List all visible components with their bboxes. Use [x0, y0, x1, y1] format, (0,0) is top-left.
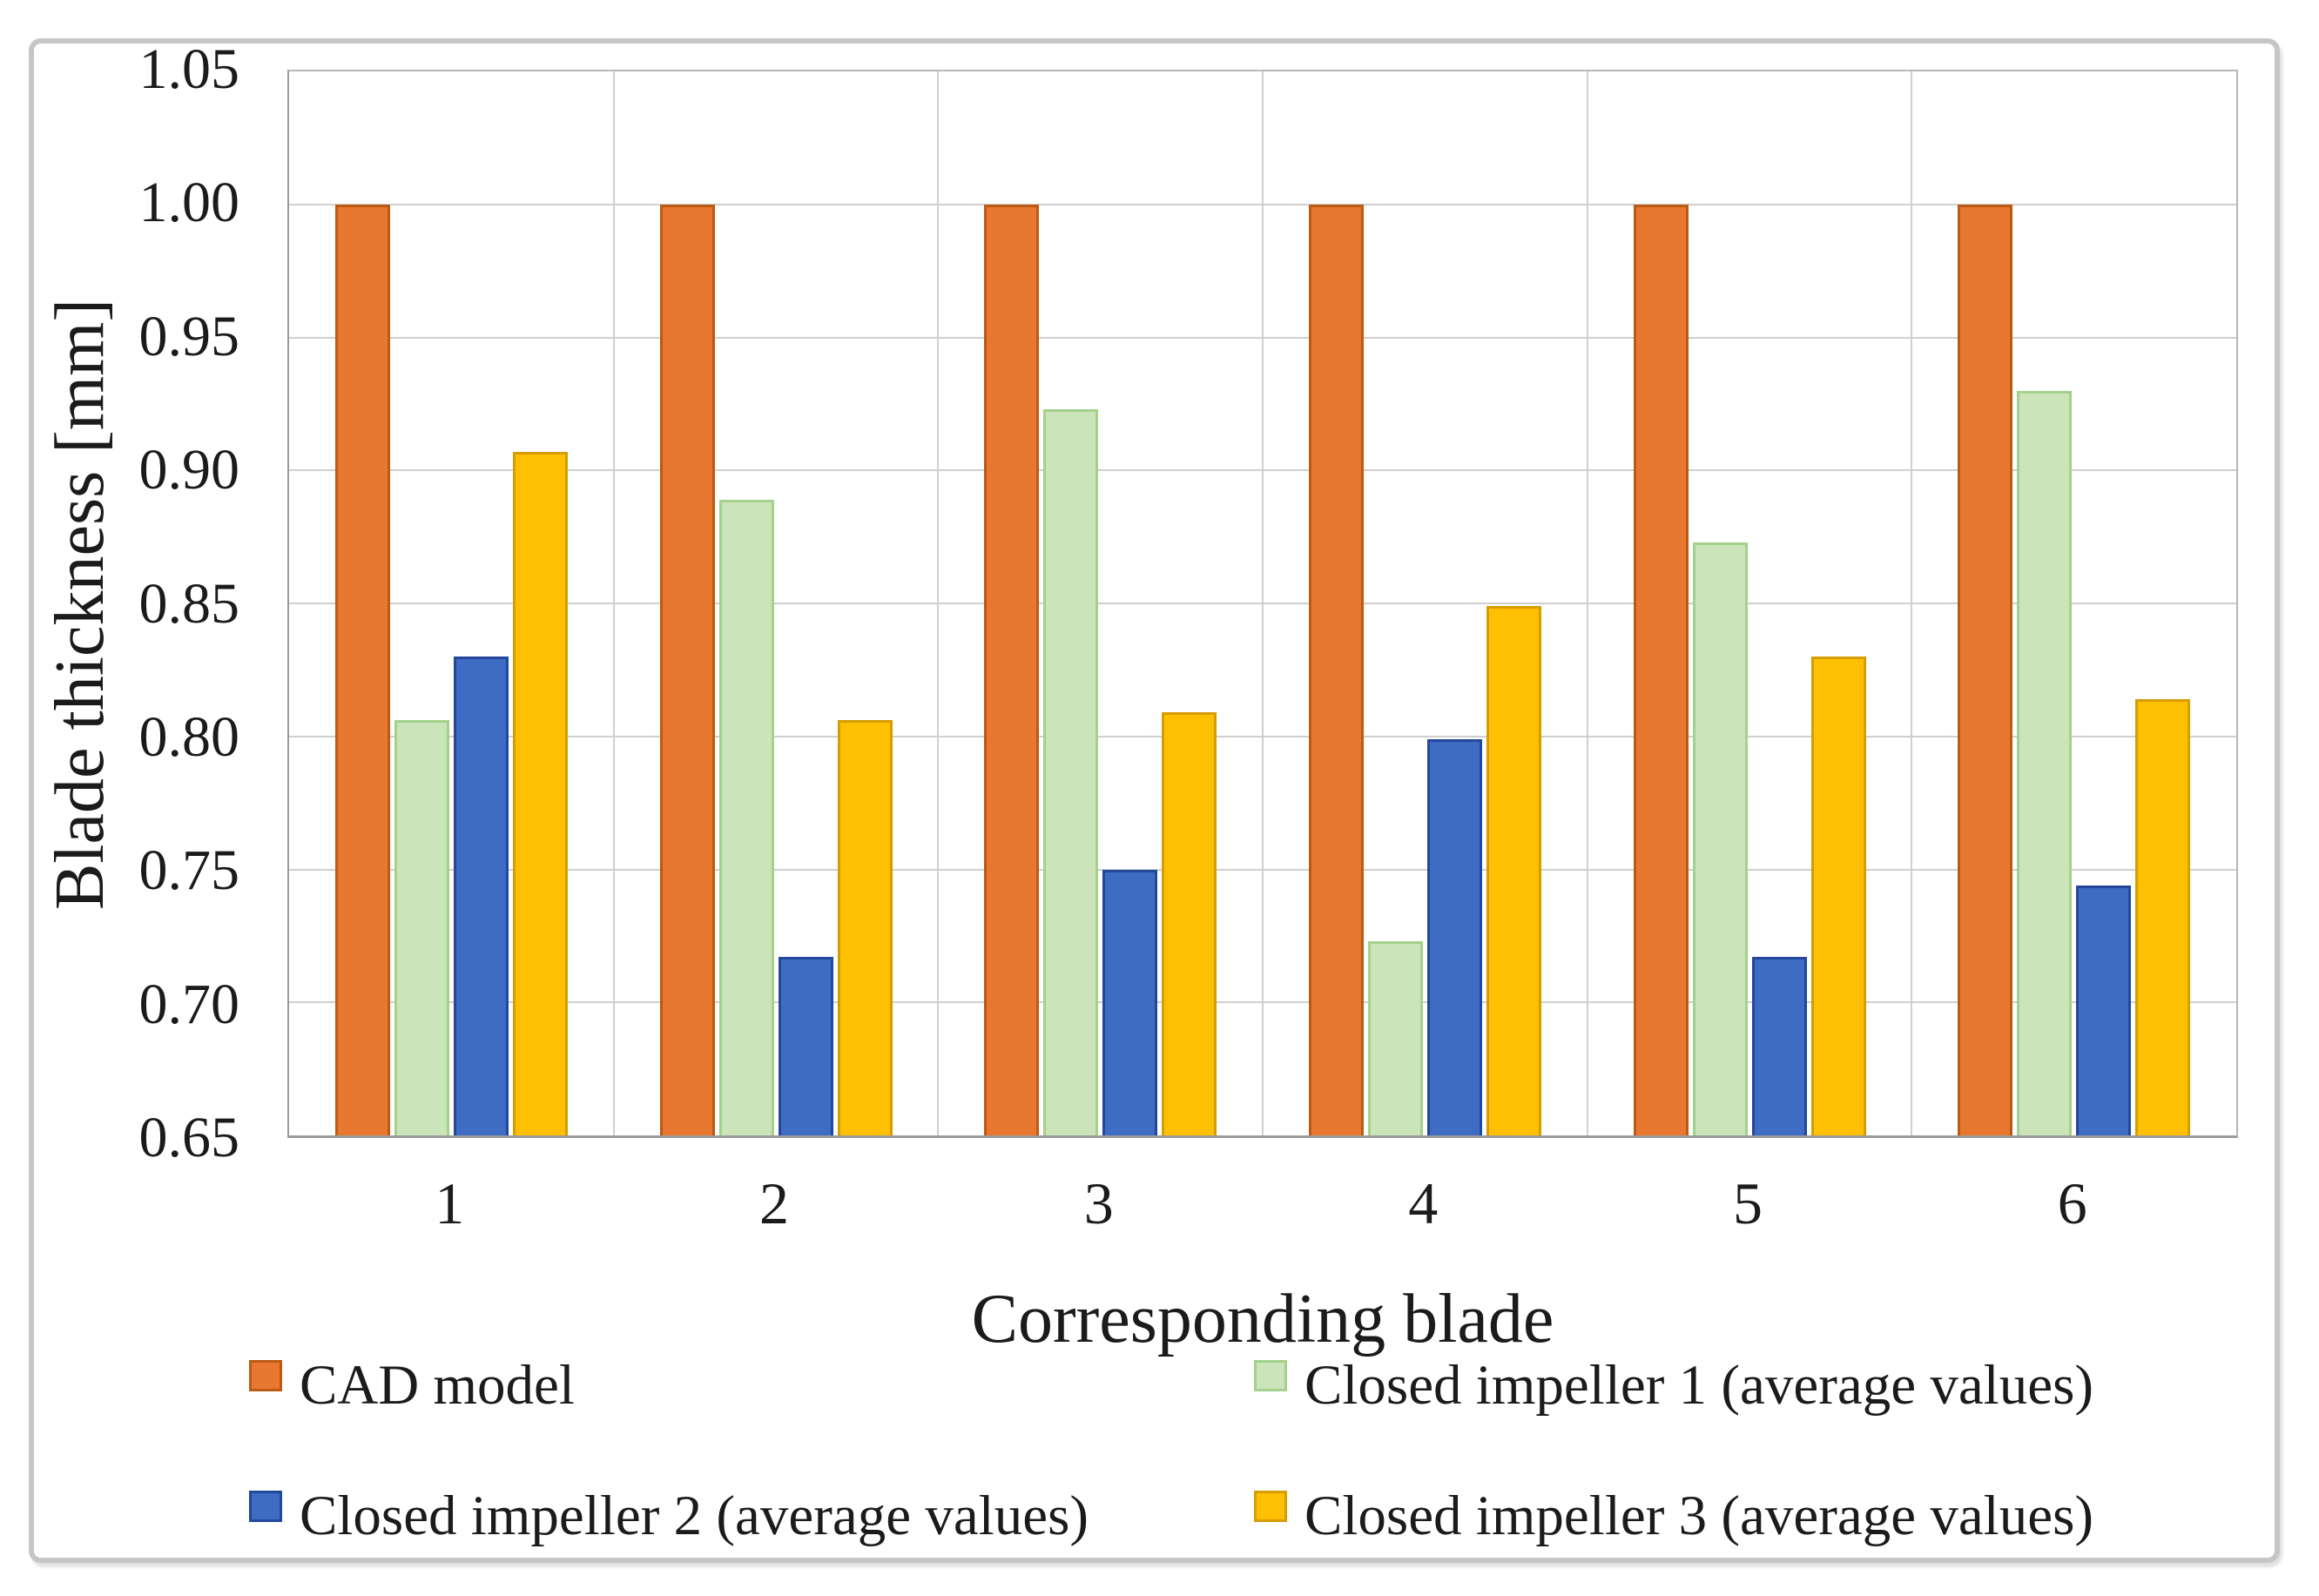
- bar-series1-blade5: [1633, 204, 1689, 1135]
- v-gridline: [1586, 71, 1588, 1135]
- y-tick-label: 1.00: [138, 171, 240, 235]
- y-tick-label: 0.85: [138, 571, 240, 636]
- y-axis-title: Blade thickness [mm]: [42, 298, 118, 911]
- bar-series4-blade1: [512, 451, 568, 1135]
- bar-series3-blade4: [1426, 738, 1482, 1135]
- x-tick-label: 2: [759, 1170, 789, 1236]
- bar-series2-blade5: [1692, 542, 1748, 1135]
- legend-swatch-icon: [1254, 1491, 1287, 1522]
- bar-series4-blade3: [1162, 712, 1217, 1135]
- bar-series2-blade3: [1043, 409, 1099, 1135]
- legend-label: Closed impeller 2 (average values): [300, 1485, 1089, 1547]
- x-tick-label: 1: [435, 1170, 465, 1236]
- bar-series1-blade4: [1308, 204, 1364, 1135]
- legend-swatch-icon: [249, 1491, 282, 1522]
- bar-series3-blade2: [778, 957, 833, 1135]
- bar-series1-blade1: [334, 204, 390, 1135]
- bar-series3-blade3: [1102, 869, 1158, 1135]
- y-tick-label: 0.95: [138, 304, 240, 368]
- bar-series4-blade4: [1486, 606, 1541, 1135]
- bar-series3-blade1: [453, 657, 509, 1135]
- y-tick-label: 0.80: [138, 704, 240, 769]
- x-axis-title: Corresponding blade: [971, 1281, 1554, 1357]
- bar-series2-blade4: [1367, 941, 1423, 1135]
- bar-series2-blade6: [2017, 390, 2073, 1135]
- y-tick-label: 1.05: [138, 37, 240, 101]
- bar-series4-blade2: [837, 720, 893, 1135]
- bar-series2-blade2: [718, 499, 774, 1135]
- x-tick-label: 6: [2057, 1170, 2087, 1236]
- v-gridline: [937, 71, 940, 1135]
- x-tick-label: 4: [1408, 1170, 1439, 1236]
- legend-label: Closed impeller 1 (average values): [1304, 1354, 2094, 1417]
- bar-series4-blade6: [2135, 699, 2191, 1135]
- plot-area: [287, 70, 2238, 1138]
- legend-label: CAD model: [300, 1354, 575, 1417]
- bar-series3-blade5: [1751, 957, 1807, 1135]
- legend-swatch-icon: [1254, 1360, 1287, 1391]
- y-tick-label: 0.75: [138, 838, 240, 903]
- v-gridline: [1911, 71, 1913, 1135]
- x-tick-label: 3: [1083, 1170, 1114, 1236]
- v-gridline: [612, 71, 615, 1135]
- y-tick-label: 0.65: [138, 1106, 240, 1169]
- legend-swatch-icon: [249, 1360, 282, 1391]
- bar-series1-blade3: [984, 204, 1040, 1135]
- bar-series1-blade2: [659, 204, 715, 1135]
- v-gridline: [1262, 71, 1264, 1135]
- y-tick-label: 0.90: [138, 438, 240, 502]
- bar-series1-blade6: [1958, 204, 2013, 1135]
- x-tick-label: 5: [1733, 1170, 1763, 1236]
- legend-label: Closed impeller 3 (average values): [1304, 1485, 2094, 1547]
- y-tick-label: 0.70: [138, 972, 240, 1036]
- bar-series3-blade6: [2076, 885, 2132, 1135]
- bar-series4-blade5: [1810, 657, 1866, 1135]
- bar-series2-blade1: [394, 720, 449, 1135]
